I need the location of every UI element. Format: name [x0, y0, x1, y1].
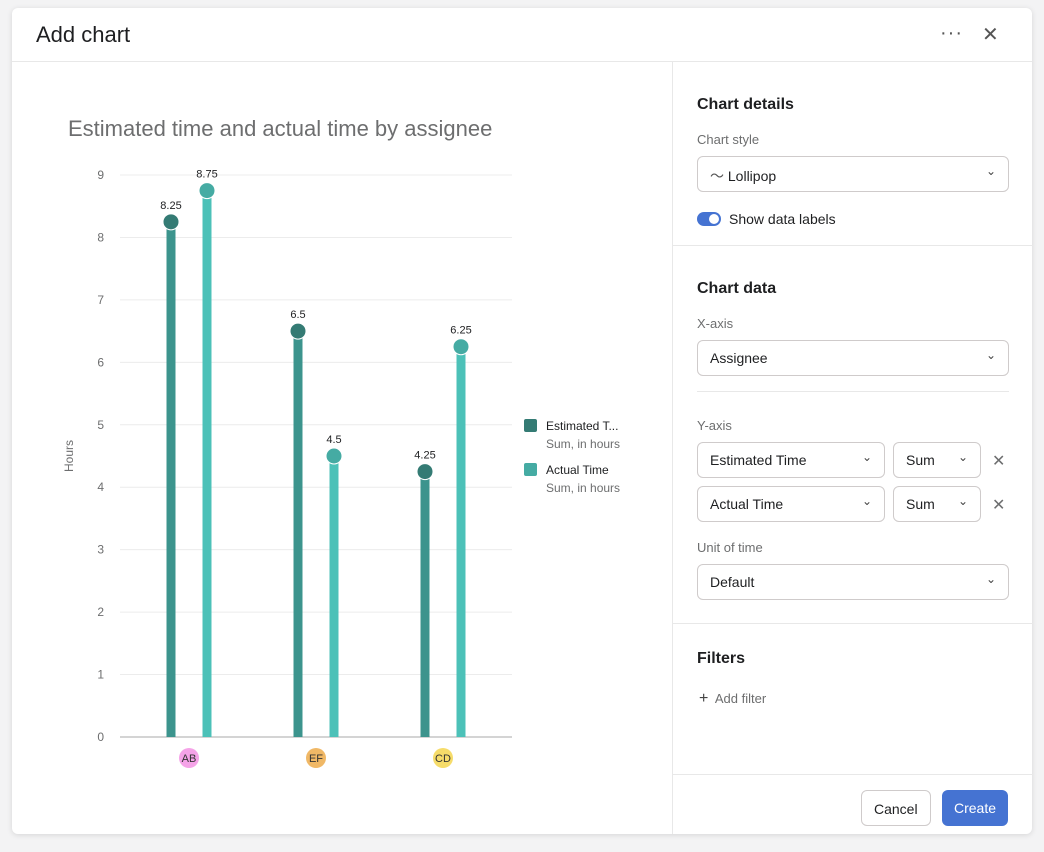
remove-y1-icon[interactable]: ✕	[992, 453, 1006, 470]
chart-style-value: Lollipop	[727, 168, 777, 184]
x-tick-label: CD	[435, 753, 451, 765]
y-axis-label: Y-axis	[697, 418, 732, 433]
legend-swatch	[524, 419, 537, 432]
chevron-down-icon: ⌄	[861, 494, 872, 508]
chart-details-heading: Chart details	[697, 96, 794, 113]
avatar-ef	[306, 748, 326, 768]
create-button[interactable]: Create	[942, 790, 1009, 826]
unit-of-time-label: Unit of time	[697, 540, 763, 555]
y2-field-select[interactable]: Actual Time ⌄	[697, 486, 885, 522]
chart-style-label: Chart style	[697, 132, 760, 147]
data-label: 4.5	[326, 434, 341, 446]
y1-field-value: Estimated Time	[710, 452, 807, 468]
y-tick-label: 3	[97, 543, 104, 557]
x-axis-value: Assignee	[710, 350, 768, 366]
chevron-down-icon: ⌄	[957, 494, 968, 508]
add-filter-label: Add filter	[714, 691, 767, 706]
x-axis-label: X-axis	[697, 316, 734, 331]
show-data-labels-label: Show data labels	[729, 211, 836, 227]
chart-svg: 0 1 2 3 4 5 6 7 8 9 Hours AB 8.25 8.75 EF 6.5 4.5 CD 4.25 6…	[62, 168, 620, 768]
settings-panel: Chart details Chart style 〜 Lollipop ⌄ Sh…	[672, 62, 1033, 834]
legend-swatch	[524, 463, 537, 476]
dialog-header: Add chart ··· ✕	[12, 8, 1032, 62]
legend-sublabel: Sum, in hours	[546, 481, 620, 495]
lollipop-stem	[202, 190, 212, 738]
lollipop-dot	[416, 463, 434, 481]
lollipop-dot	[452, 338, 470, 356]
avatar-ab	[179, 748, 199, 768]
y1-field-select[interactable]: Estimated Time ⌄	[697, 442, 885, 478]
divider	[697, 391, 1009, 392]
unit-of-time-select[interactable]: Default ⌄	[697, 564, 1009, 600]
lollipop-stem	[420, 471, 430, 737]
y1-agg-value: Sum	[906, 452, 935, 468]
lollipop-dot	[162, 213, 180, 231]
lollipop-dot	[325, 447, 343, 465]
lollipop-dot	[289, 322, 307, 340]
chart-data-heading: Chart data	[697, 280, 777, 297]
x-axis-select[interactable]: Assignee ⌄	[697, 340, 1009, 376]
show-data-labels-toggle[interactable]	[697, 212, 721, 226]
data-label: 4.25	[414, 450, 435, 462]
divider	[673, 245, 1033, 246]
chevron-down-icon: ⌄	[985, 164, 996, 178]
y-tick-label: 7	[97, 293, 104, 307]
y-tick-label: 0	[97, 730, 104, 744]
unit-of-time-value: Default	[710, 574, 755, 590]
lollipop-stem	[329, 456, 339, 737]
y-tick-label: 1	[97, 668, 104, 682]
filters-heading: Filters	[697, 650, 746, 667]
y-tick-label: 5	[97, 418, 104, 432]
data-label: 8.25	[160, 200, 181, 212]
lollipop-stem	[166, 221, 176, 738]
data-label: 8.75	[196, 169, 217, 181]
y1-agg-select[interactable]: Sum ⌄	[893, 442, 981, 478]
add-chart-dialog: Add chart ··· ✕ Estimated time and actua…	[12, 8, 1033, 834]
avatar-cd	[433, 748, 453, 768]
data-label: 6.5	[290, 309, 305, 321]
chart-style-select[interactable]: 〜 Lollipop ⌄	[697, 156, 1009, 192]
legend-label: Estimated T...	[546, 419, 618, 433]
y2-field-value: Actual Time	[710, 496, 784, 512]
chevron-down-icon: ⌄	[985, 572, 996, 586]
divider	[673, 623, 1033, 624]
legend-sublabel: Sum, in hours	[546, 437, 620, 451]
toggle-knob	[709, 214, 719, 224]
y-tick-label: 4	[97, 480, 104, 494]
cancel-button[interactable]: Cancel	[861, 790, 931, 826]
add-filter-button[interactable]: + Add filter	[699, 690, 766, 708]
chevron-down-icon: ⌄	[985, 348, 996, 362]
more-horizontal-icon[interactable]: ···	[940, 22, 963, 44]
legend-label: Actual Time	[546, 463, 609, 477]
y2-agg-value: Sum	[906, 496, 935, 512]
chevron-down-icon: ⌄	[957, 450, 968, 464]
x-tick-label: EF	[309, 753, 323, 765]
y2-agg-select[interactable]: Sum ⌄	[893, 486, 981, 522]
y-axis-title: Hours	[62, 440, 76, 472]
chevron-down-icon: ⌄	[861, 450, 872, 464]
data-label: 6.25	[450, 325, 471, 337]
divider	[673, 774, 1033, 775]
remove-y2-icon[interactable]: ✕	[992, 497, 1006, 514]
y-tick-label: 8	[97, 230, 104, 244]
x-tick-label: AB	[182, 753, 197, 765]
dialog-title: Add chart	[36, 22, 131, 47]
close-icon[interactable]: ✕	[982, 24, 999, 46]
lollipop-stem	[456, 346, 466, 737]
y-tick-label: 2	[97, 605, 104, 619]
line-chart-icon: 〜	[710, 168, 728, 184]
lollipop-dot	[198, 182, 216, 200]
y-tick-label: 9	[97, 168, 104, 182]
y-tick-label: 6	[97, 355, 104, 369]
chart-preview: Estimated time and actual time by assign…	[12, 62, 672, 834]
plus-icon: +	[699, 690, 709, 707]
lollipop-stem	[293, 331, 303, 737]
chart-title: Estimated time and actual time by assign…	[68, 116, 493, 141]
